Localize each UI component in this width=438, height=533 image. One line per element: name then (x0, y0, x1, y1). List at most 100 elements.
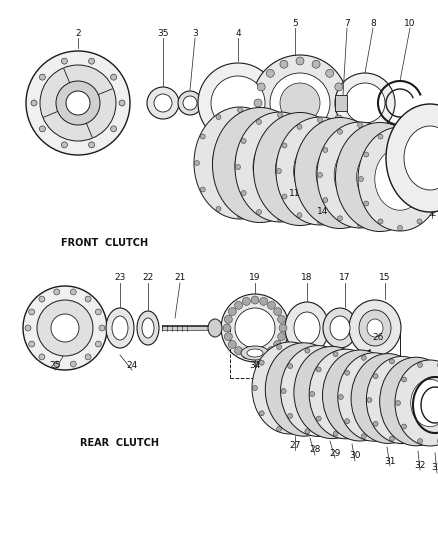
Circle shape (257, 119, 261, 125)
Ellipse shape (398, 380, 434, 423)
Circle shape (361, 356, 366, 360)
Ellipse shape (221, 294, 289, 362)
Text: 34: 34 (249, 360, 261, 369)
Ellipse shape (254, 112, 346, 225)
Circle shape (378, 129, 382, 134)
Circle shape (358, 168, 364, 174)
Circle shape (242, 351, 251, 359)
Circle shape (316, 367, 321, 372)
Text: 32: 32 (414, 461, 426, 470)
Ellipse shape (154, 94, 172, 112)
Circle shape (382, 434, 387, 439)
Circle shape (216, 115, 221, 119)
Circle shape (316, 416, 321, 421)
Circle shape (410, 436, 415, 441)
Circle shape (99, 325, 105, 331)
Text: 30: 30 (349, 451, 361, 461)
Circle shape (323, 148, 328, 152)
Ellipse shape (285, 302, 329, 354)
Ellipse shape (294, 117, 385, 229)
Circle shape (314, 190, 319, 196)
Ellipse shape (235, 308, 275, 348)
Circle shape (299, 119, 304, 125)
Ellipse shape (66, 91, 90, 115)
Text: 22: 22 (142, 273, 154, 282)
Ellipse shape (285, 367, 323, 413)
Circle shape (119, 100, 125, 106)
Text: 25: 25 (49, 360, 61, 369)
Ellipse shape (326, 369, 366, 418)
Ellipse shape (252, 55, 348, 151)
Circle shape (241, 139, 246, 143)
Circle shape (85, 354, 91, 360)
Circle shape (312, 138, 320, 146)
Circle shape (296, 141, 304, 149)
Circle shape (268, 301, 276, 309)
Ellipse shape (241, 346, 269, 360)
Circle shape (228, 341, 237, 349)
Ellipse shape (194, 107, 286, 219)
Ellipse shape (367, 319, 383, 337)
Circle shape (310, 392, 314, 397)
Circle shape (338, 394, 343, 400)
Circle shape (431, 201, 436, 206)
Circle shape (278, 316, 286, 324)
Circle shape (322, 385, 328, 391)
Circle shape (367, 398, 372, 402)
Circle shape (95, 341, 101, 347)
Circle shape (251, 296, 259, 304)
Ellipse shape (276, 139, 325, 199)
Circle shape (432, 398, 437, 402)
Circle shape (28, 309, 35, 315)
Circle shape (353, 194, 358, 199)
Ellipse shape (269, 362, 311, 413)
Circle shape (61, 58, 67, 64)
Circle shape (39, 296, 45, 302)
Text: 29: 29 (329, 448, 341, 457)
Circle shape (305, 348, 310, 353)
Circle shape (25, 325, 31, 331)
Circle shape (251, 352, 259, 360)
Circle shape (257, 209, 261, 215)
Circle shape (278, 112, 283, 117)
Circle shape (237, 214, 243, 219)
Circle shape (216, 206, 221, 212)
Circle shape (299, 209, 304, 215)
Ellipse shape (56, 81, 100, 125)
Circle shape (318, 220, 322, 224)
Ellipse shape (212, 108, 307, 222)
Circle shape (378, 134, 383, 139)
Ellipse shape (382, 376, 422, 424)
Circle shape (28, 341, 35, 347)
Circle shape (333, 431, 338, 436)
Circle shape (364, 201, 369, 206)
Circle shape (200, 134, 205, 139)
Circle shape (39, 354, 45, 360)
Circle shape (326, 348, 331, 353)
Ellipse shape (349, 300, 401, 356)
Circle shape (266, 69, 274, 77)
Bar (335, 95, 347, 111)
Ellipse shape (23, 286, 107, 370)
Ellipse shape (380, 357, 438, 446)
Circle shape (268, 346, 276, 354)
Circle shape (398, 173, 403, 177)
Circle shape (111, 74, 117, 80)
Circle shape (345, 419, 350, 424)
Ellipse shape (375, 148, 425, 210)
Circle shape (297, 213, 302, 217)
Circle shape (257, 83, 265, 91)
Circle shape (234, 346, 243, 354)
Circle shape (252, 385, 258, 391)
Circle shape (257, 115, 265, 123)
Text: 10: 10 (404, 19, 416, 28)
Circle shape (392, 198, 397, 203)
Text: 35: 35 (157, 28, 169, 37)
Ellipse shape (198, 63, 278, 143)
Text: 17: 17 (339, 273, 351, 282)
Circle shape (85, 296, 91, 302)
Circle shape (70, 361, 76, 367)
Ellipse shape (112, 316, 128, 340)
Text: 12: 12 (426, 208, 438, 217)
Ellipse shape (317, 122, 403, 228)
